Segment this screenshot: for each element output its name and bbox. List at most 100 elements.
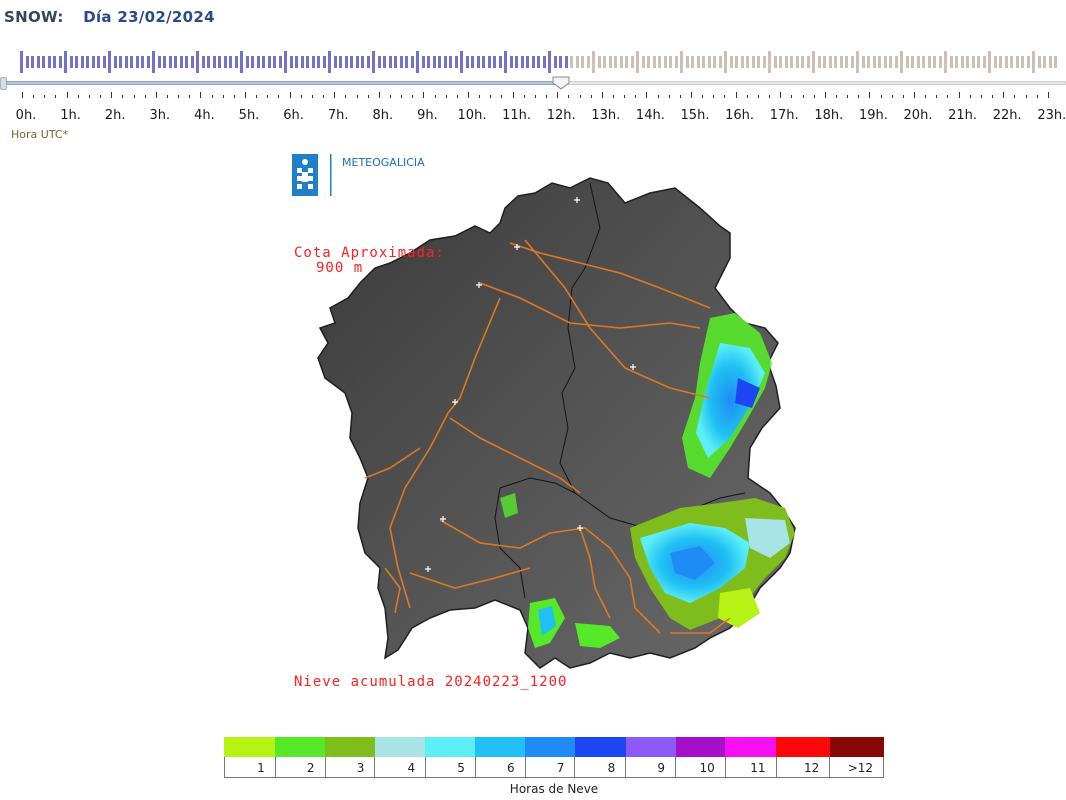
hour-label[interactable]: 21h.: [948, 108, 978, 123]
timeline-frame-tick[interactable]: [361, 56, 365, 68]
timeline-frame-tick[interactable]: [20, 51, 23, 73]
timeline-frame-tick[interactable]: [42, 56, 45, 68]
timeline-frame-tick[interactable]: [691, 56, 695, 68]
timeline-frame-tick[interactable]: [806, 56, 810, 68]
timeline-frame-tick[interactable]: [344, 56, 348, 68]
timeline-frame-tick[interactable]: [762, 56, 766, 68]
timeline-frame-tick[interactable]: [647, 56, 651, 68]
timeline-frame-tick[interactable]: [207, 56, 211, 68]
timeline-frame-tick[interactable]: [663, 56, 667, 68]
timeline-frame-tick[interactable]: [113, 56, 117, 68]
timeline-frame-tick[interactable]: [383, 56, 387, 68]
timeline-frame-tick[interactable]: [58, 56, 62, 68]
timeline-frame-strip[interactable]: [20, 51, 1064, 75]
timeline-frame-tick[interactable]: [234, 56, 238, 68]
timeline-frame-tick[interactable]: [256, 56, 260, 68]
hour-label[interactable]: 5h.: [238, 108, 260, 123]
timeline-frame-tick[interactable]: [267, 56, 271, 68]
timeline-frame-tick[interactable]: [454, 56, 458, 68]
timeline-frame-tick[interactable]: [652, 56, 656, 68]
timeline-frame-tick[interactable]: [25, 56, 29, 68]
timeline-frame-tick[interactable]: [526, 56, 530, 68]
timeline-frame-tick[interactable]: [779, 56, 783, 68]
timeline-frame-tick[interactable]: [201, 56, 205, 68]
timeline-frame-tick[interactable]: [278, 56, 282, 68]
timeline-frame-tick[interactable]: [322, 56, 326, 68]
timeline-frame-tick[interactable]: [625, 56, 629, 68]
timeline-frame-tick[interactable]: [784, 56, 788, 68]
timeline-frame-tick[interactable]: [680, 51, 684, 73]
hour-label[interactable]: 13h.: [591, 108, 621, 123]
timeline-frame-tick[interactable]: [163, 56, 167, 68]
timeline-frame-tick[interactable]: [949, 56, 953, 68]
timeline-frame-tick[interactable]: [240, 51, 244, 73]
timeline-frame-tick[interactable]: [487, 56, 491, 68]
timeline-frame-tick[interactable]: [856, 51, 860, 73]
timeline-frame-tick[interactable]: [515, 56, 519, 68]
timeline-frame-tick[interactable]: [141, 56, 145, 68]
timeline-frame-tick[interactable]: [273, 56, 277, 68]
timeline-frame-tick[interactable]: [724, 51, 728, 73]
hour-label[interactable]: 15h.: [680, 108, 710, 123]
timeline-frame-tick[interactable]: [284, 51, 288, 73]
timeline-frame-tick[interactable]: [619, 56, 623, 68]
timeline-frame-tick[interactable]: [1037, 56, 1041, 68]
timeline-frame-tick[interactable]: [889, 56, 893, 68]
timeline-frame-tick[interactable]: [685, 56, 689, 68]
timeline-frame-tick[interactable]: [894, 56, 898, 68]
timeline-frame-tick[interactable]: [592, 51, 596, 73]
timeline-frame-tick[interactable]: [339, 56, 343, 68]
timeline-frame-tick[interactable]: [157, 56, 161, 68]
timeline-frame-tick[interactable]: [812, 51, 816, 73]
timeline-frame-tick[interactable]: [328, 51, 332, 73]
timeline-frame-tick[interactable]: [614, 56, 618, 68]
timeline-frame-tick[interactable]: [185, 56, 189, 68]
timeline-frame-tick[interactable]: [608, 56, 612, 68]
timeline-frame-tick[interactable]: [911, 56, 915, 68]
hour-label[interactable]: 18h.: [814, 108, 844, 123]
timeline-frame-tick[interactable]: [75, 56, 79, 68]
timeline-frame-tick[interactable]: [53, 56, 57, 68]
timeline-frame-tick[interactable]: [746, 56, 750, 68]
timeline-frame-tick[interactable]: [696, 56, 700, 68]
timeline-frame-tick[interactable]: [91, 56, 95, 68]
timeline-frame-tick[interactable]: [130, 56, 134, 68]
timeline-frame-tick[interactable]: [152, 51, 156, 73]
hour-label[interactable]: 16h.: [725, 108, 755, 123]
hour-label[interactable]: 2h.: [104, 108, 126, 123]
timeline-frame-tick[interactable]: [790, 56, 794, 68]
timeline-frame-tick[interactable]: [916, 56, 920, 68]
timeline-frame-tick[interactable]: [834, 56, 838, 68]
timeline-frame-tick[interactable]: [713, 56, 717, 68]
timeline-frame-tick[interactable]: [460, 51, 464, 73]
timeline-frame-tick[interactable]: [427, 56, 431, 68]
timeline-frame-tick[interactable]: [229, 56, 233, 68]
timeline-frame-tick[interactable]: [823, 56, 827, 68]
timeline-frame-tick[interactable]: [377, 56, 381, 68]
timeline-frame-tick[interactable]: [933, 56, 937, 68]
hour-label[interactable]: 17h.: [769, 108, 799, 123]
timeline-frame-tick[interactable]: [504, 51, 508, 73]
hour-label[interactable]: 11h.: [502, 108, 532, 123]
timeline-frame-tick[interactable]: [955, 56, 959, 68]
timeline-frame-tick[interactable]: [223, 56, 227, 68]
timeline-frame-tick[interactable]: [927, 56, 931, 68]
timeline-frame-tick[interactable]: [960, 56, 964, 68]
timeline-frame-tick[interactable]: [421, 56, 425, 68]
timeline-frame-tick[interactable]: [559, 56, 563, 68]
timeline-frame-tick[interactable]: [1032, 51, 1036, 73]
timeline-frame-tick[interactable]: [108, 51, 112, 73]
hour-label[interactable]: 7h.: [327, 108, 349, 123]
timeline-frame-tick[interactable]: [69, 56, 73, 68]
timeline-frame-tick[interactable]: [179, 56, 183, 68]
timeline-frame-tick[interactable]: [47, 56, 51, 68]
timeline-frame-tick[interactable]: [1048, 56, 1052, 68]
timeline-frame-tick[interactable]: [977, 56, 981, 68]
timeline-frame-tick[interactable]: [432, 56, 436, 68]
timeline-frame-tick[interactable]: [465, 56, 469, 68]
timeline-frame-tick[interactable]: [124, 56, 128, 68]
timeline-frame-tick[interactable]: [570, 56, 574, 68]
timeline-frame-tick[interactable]: [1054, 56, 1058, 68]
timeline-frame-tick[interactable]: [905, 56, 909, 68]
timeline-frame-tick[interactable]: [867, 56, 871, 68]
